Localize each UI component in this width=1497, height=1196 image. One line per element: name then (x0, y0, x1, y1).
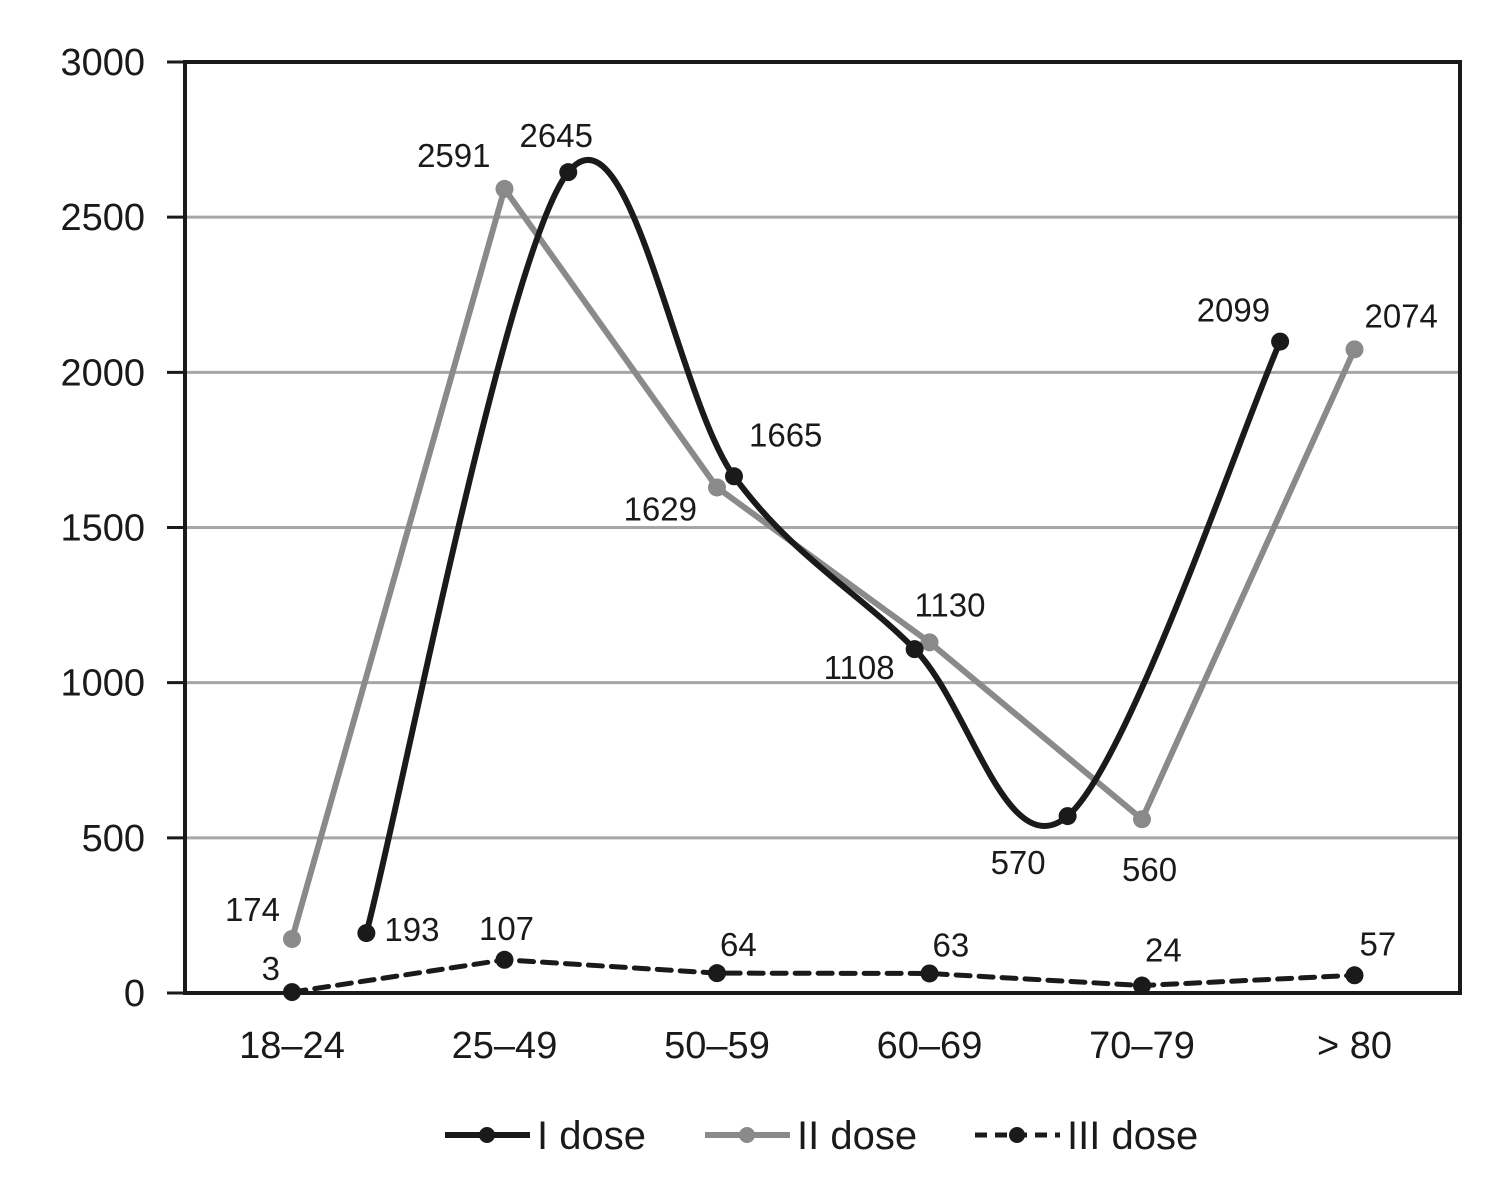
data-label: 2591 (417, 137, 490, 174)
data-label: 2645 (520, 117, 593, 154)
data-point (1133, 976, 1151, 995)
series-line-2 (289, 957, 1357, 995)
y-tick-label: 1500 (60, 508, 145, 550)
legend-marker (1009, 1127, 1025, 1143)
series-line-1 (289, 185, 1358, 943)
data-label: 193 (384, 911, 439, 948)
data-point (708, 478, 726, 497)
data-label: 1130 (915, 586, 986, 623)
data-point (283, 930, 301, 949)
x-axis-tick-labels: 18–24 25–49 50–59 60–69 70–79 > 80 (239, 1025, 1392, 1067)
legend: I dose II dose III dose (445, 1114, 1198, 1158)
data-point (1058, 807, 1077, 826)
y-tick-label: 3000 (60, 42, 145, 84)
data-point (1133, 810, 1151, 829)
data-label: 24 (1145, 932, 1182, 969)
data-point (920, 964, 939, 983)
data-label: 3 (262, 950, 280, 987)
y-tick-label: 500 (82, 818, 145, 860)
data-labels: 193 2645 1665 1108 570 2099 174 2591 1629 1130 560… (225, 117, 1438, 987)
data-point (495, 179, 514, 198)
x-tick-label: > 80 (1317, 1025, 1392, 1067)
legend-marker (739, 1127, 755, 1143)
data-point (1345, 966, 1364, 985)
data-label: 174 (225, 891, 280, 928)
data-point (1271, 332, 1290, 351)
x-tick-label: 50–59 (664, 1025, 770, 1067)
data-label: 1108 (824, 649, 895, 686)
data-label: 1665 (749, 416, 822, 453)
legend-label: II dose (797, 1114, 917, 1158)
data-label: 560 (1122, 851, 1177, 888)
y-tick-label: 2500 (60, 197, 145, 239)
series-line-0 (363, 157, 1284, 937)
y-tick-label: 0 (124, 973, 145, 1015)
gridlines (185, 215, 1460, 840)
data-label: 107 (479, 910, 534, 947)
data-point (495, 950, 514, 969)
data-label: 2074 (1365, 297, 1438, 334)
data-point (357, 924, 376, 943)
legend-label: I dose (537, 1114, 646, 1158)
plot-border (183, 60, 1462, 995)
series-lines (283, 157, 1364, 1002)
legend-marker (479, 1127, 495, 1143)
y-tick-label: 2000 (60, 352, 145, 394)
y-tick-label: 1000 (60, 663, 145, 705)
x-tick-label: 18–24 (239, 1025, 345, 1067)
data-label: 570 (991, 844, 1046, 881)
data-point (559, 163, 578, 182)
data-point (725, 467, 743, 486)
data-point (920, 633, 939, 652)
data-point (905, 640, 924, 659)
data-label: 63 (933, 926, 970, 963)
legend-label: III dose (1067, 1114, 1198, 1158)
data-label: 64 (720, 926, 757, 963)
data-point (1345, 340, 1364, 359)
y-axis-tick-labels: 0 500 1000 1500 2000 2500 3000 (60, 42, 145, 1015)
x-tick-label: 25–49 (452, 1025, 558, 1067)
plot-frame (167, 60, 1462, 995)
x-tick-label: 60–69 (877, 1025, 983, 1067)
data-label: 1629 (624, 490, 697, 527)
x-tick-label: 70–79 (1089, 1025, 1195, 1067)
data-point (708, 964, 726, 983)
data-label: 57 (1360, 925, 1397, 962)
data-label: 2099 (1197, 292, 1270, 329)
